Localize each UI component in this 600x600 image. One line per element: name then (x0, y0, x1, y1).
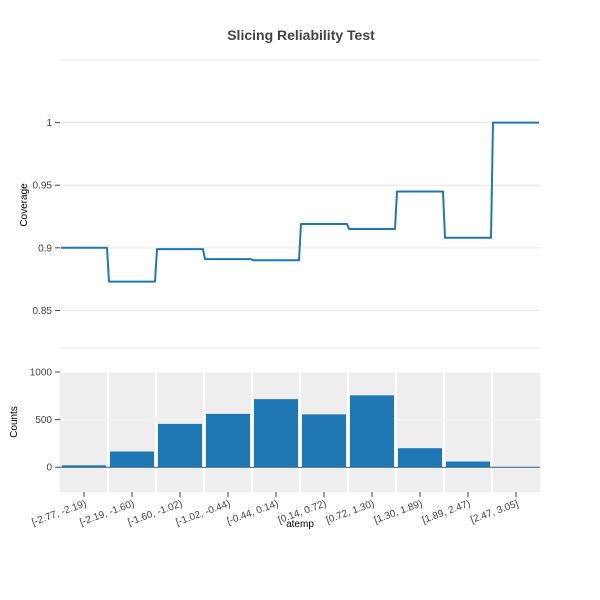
bottom-plot-x-ticks: [-2.77, -2.19)[-2.19, -1.60)[-1.60, -1.0… (30, 492, 520, 528)
counts-bar (350, 395, 394, 468)
bottom-plot-y-ticks: 0 500 1000 (30, 368, 60, 474)
coverage-line (61, 121, 539, 283)
counts-tick-label: 0 (46, 463, 52, 474)
x-tick-label: [1.30, 1.89) (373, 498, 424, 526)
counts-bar (446, 461, 490, 468)
counts-tick-label: 1000 (30, 368, 53, 379)
x-tick-label: [-2.77, -2.19) (30, 498, 88, 528)
coverage-axis-title: Coverage (19, 183, 30, 227)
x-tick-label: [-0.44, 0.14) (226, 498, 280, 527)
counts-bar (110, 451, 154, 468)
counts-bar (206, 413, 250, 468)
coverage-tick-label: 0.9 (38, 243, 52, 254)
x-tick-label: [-1.02, -0.44) (174, 498, 232, 528)
top-plot-y-ticks: 0.85 0.9 0.95 1 (33, 118, 60, 317)
chart-title: Slicing Reliability Test (227, 27, 375, 43)
counts-bar (398, 448, 442, 468)
coverage-series (61, 121, 539, 283)
coverage-tick-label: 1 (46, 118, 52, 129)
top-plot-gridlines (60, 59, 540, 349)
counts-bar (254, 399, 298, 468)
x-axis-title: atemp (286, 519, 314, 530)
x-tick-label: [2.47, 3.05] (469, 498, 520, 526)
coverage-tick-label: 0.85 (33, 306, 53, 317)
counts-bar (158, 423, 202, 468)
x-tick-label: [-2.19, -1.60) (78, 498, 136, 528)
coverage-tick-label: 0.95 (33, 181, 53, 192)
counts-tick-label: 500 (35, 415, 52, 426)
counts-axis-title: Counts (9, 406, 20, 438)
x-tick-label: [-1.60, -1.02) (126, 498, 184, 528)
counts-bar (302, 414, 346, 468)
x-tick-label: [0.72, 1.30) (325, 498, 376, 526)
counts-bars (60, 395, 540, 468)
x-tick-label: [1.89, 2.47) (421, 498, 472, 526)
counts-bar (62, 465, 106, 468)
